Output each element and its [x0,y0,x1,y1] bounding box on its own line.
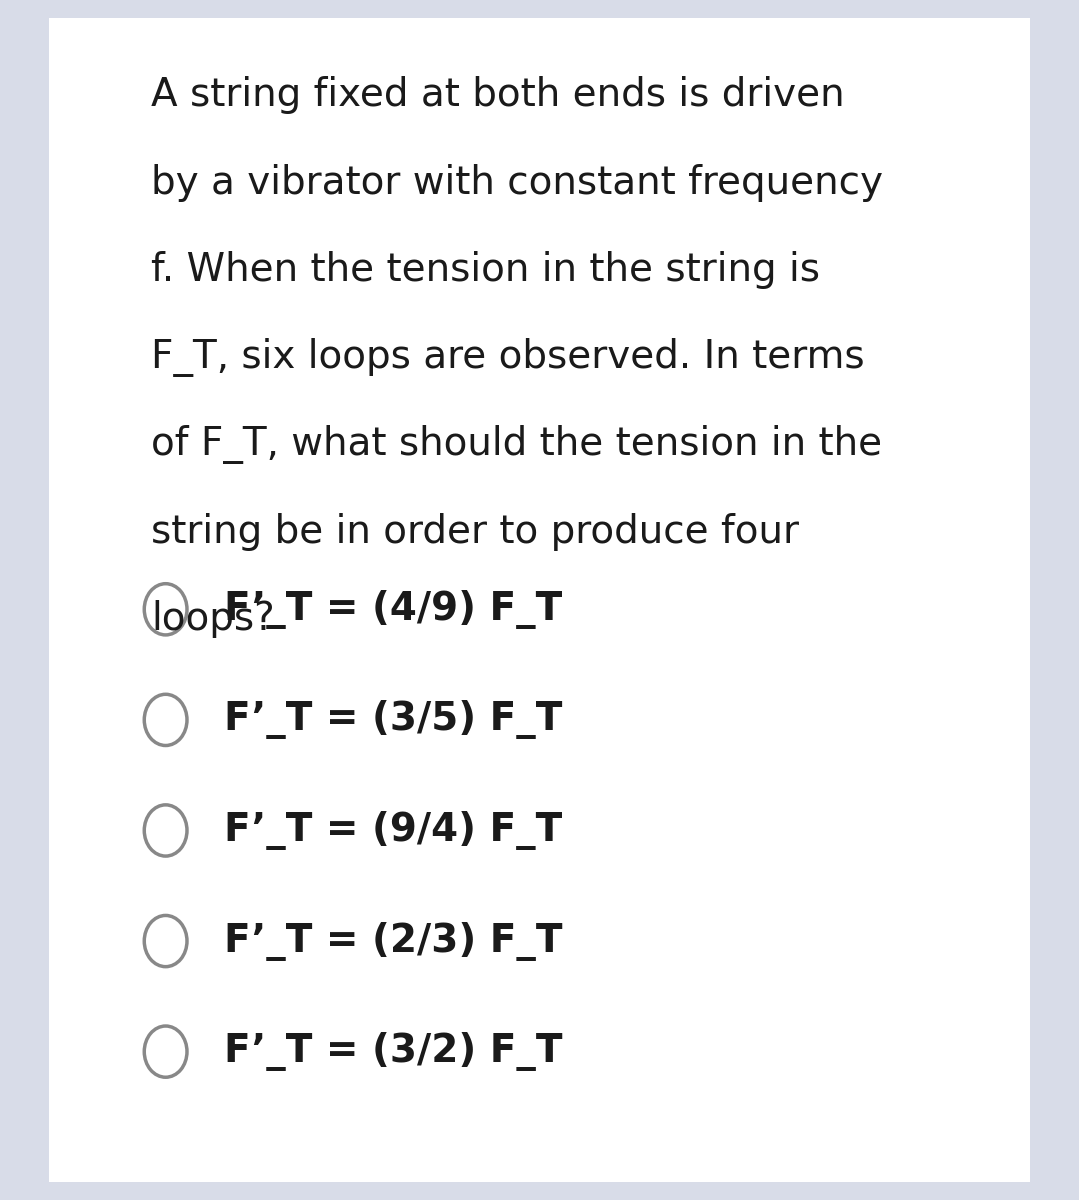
Text: string be in order to produce four: string be in order to produce four [151,512,800,551]
Text: F’_T = (4/9) F_T: F’_T = (4/9) F_T [224,590,562,629]
Text: by a vibrator with constant frequency: by a vibrator with constant frequency [151,163,883,202]
Text: loops?: loops? [151,600,275,638]
Text: F’_T = (9/4) F_T: F’_T = (9/4) F_T [224,811,562,850]
Text: F’_T = (3/5) F_T: F’_T = (3/5) F_T [224,701,562,739]
Text: F’_T = (3/2) F_T: F’_T = (3/2) F_T [224,1032,562,1072]
Text: F_T, six loops are observed. In terms: F_T, six loops are observed. In terms [151,338,864,377]
FancyBboxPatch shape [49,18,1030,1182]
Text: of F_T, what should the tension in the: of F_T, what should the tension in the [151,425,883,464]
Text: A string fixed at both ends is driven: A string fixed at both ends is driven [151,77,845,114]
Text: F’_T = (2/3) F_T: F’_T = (2/3) F_T [224,922,562,960]
Text: f. When the tension in the string is: f. When the tension in the string is [151,251,820,289]
